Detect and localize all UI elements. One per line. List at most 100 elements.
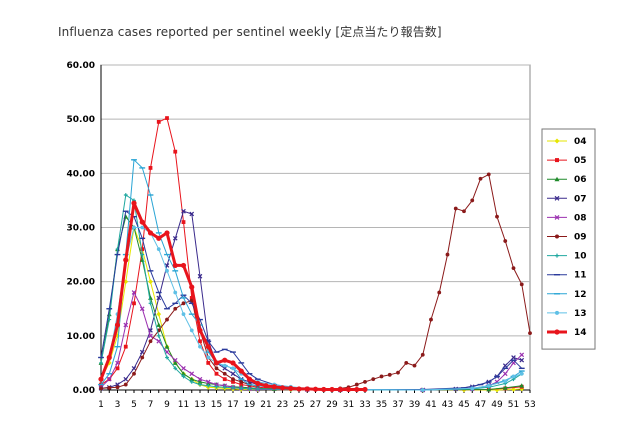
point-10 [140, 252, 145, 257]
point-10 [198, 382, 202, 387]
point-14 [255, 380, 261, 387]
point-08 [197, 376, 203, 382]
point-08 [131, 290, 137, 295]
legend-label-04: 04 [574, 137, 587, 147]
point-14 [279, 385, 286, 391]
point-14 [147, 230, 154, 236]
point-14 [197, 327, 203, 334]
legend-label-14: 14 [574, 328, 587, 338]
point-06 [172, 360, 178, 365]
point-07 [156, 295, 162, 301]
x-tick-label: 53 [524, 400, 535, 410]
point-06 [181, 371, 186, 376]
point-10 [206, 383, 211, 388]
point-09 [404, 361, 409, 365]
point-08 [519, 352, 525, 358]
legend-label-07: 07 [574, 194, 587, 204]
point-14 [312, 386, 319, 392]
point-10 [222, 385, 227, 390]
x-tick-label: 29 [326, 400, 338, 410]
point-14 [139, 219, 145, 225]
point-09 [123, 382, 128, 387]
y-tick-label: 60.00 [67, 61, 95, 71]
point-09 [412, 363, 417, 368]
point-05 [198, 339, 202, 344]
point-13 [486, 383, 491, 388]
point-14 [230, 360, 236, 366]
x-tick-label: 15 [211, 400, 222, 410]
y-tick-label: 20.00 [67, 278, 95, 288]
point-08 [115, 360, 120, 366]
point-08 [172, 357, 178, 363]
point-09 [445, 252, 450, 257]
point-06 [156, 322, 162, 327]
point-08 [205, 379, 211, 385]
point-07 [222, 366, 228, 371]
point-09 [528, 331, 532, 336]
point-10 [239, 386, 244, 391]
point-07 [115, 382, 120, 387]
point-14 [321, 386, 327, 393]
point-09 [379, 374, 384, 379]
point-09 [371, 377, 376, 382]
x-tick-label: 5 [131, 400, 137, 410]
point-13 [503, 379, 508, 384]
point-13 [173, 290, 178, 295]
point-09 [363, 379, 367, 384]
point-14 [288, 385, 294, 391]
point-05 [214, 371, 219, 376]
x-tick-label: 43 [442, 400, 453, 410]
point-05 [123, 344, 128, 349]
point-09 [239, 379, 244, 384]
point-07 [511, 355, 516, 360]
point-09 [429, 317, 433, 322]
point-14 [362, 386, 368, 393]
point-13 [140, 225, 145, 230]
point-13 [231, 366, 235, 371]
point-07-legend [554, 195, 560, 201]
x-tick-label: 47 [475, 400, 486, 410]
point-08 [148, 333, 153, 339]
point-06 [519, 383, 525, 388]
point-05 [189, 296, 194, 300]
point-14 [131, 200, 137, 206]
x-tick-label: 31 [343, 400, 354, 410]
point-09 [173, 306, 178, 311]
point-08 [139, 306, 145, 312]
point-07 [123, 376, 129, 382]
point-09 [396, 370, 400, 375]
point-14 [246, 376, 253, 382]
point-06 [164, 344, 170, 349]
point-14 [123, 257, 129, 263]
point-06 [189, 376, 195, 382]
point-09 [222, 371, 227, 376]
point-04 [148, 279, 153, 285]
point-09 [165, 317, 169, 322]
point-09 [115, 385, 120, 390]
point-10 [173, 366, 178, 371]
point-14 [329, 386, 335, 393]
point-09 [140, 355, 145, 360]
point-06 [486, 387, 492, 392]
point-13 [165, 268, 169, 273]
x-tick-label: 45 [458, 400, 469, 410]
point-06-legend [554, 176, 560, 182]
legend-label-10: 10 [574, 252, 587, 262]
point-08 [214, 382, 219, 387]
point-08-legend [554, 214, 560, 220]
y-tick-label: 40.00 [67, 169, 95, 179]
legend-label-12: 12 [574, 290, 587, 300]
x-tick-label: 51 [508, 400, 519, 410]
x-tick-label: 25 [293, 400, 304, 410]
point-10 [247, 387, 252, 391]
point-09 [519, 282, 524, 287]
point-14 [296, 386, 302, 392]
point-09 [511, 266, 516, 271]
point-10 [156, 333, 161, 338]
point-10 [107, 317, 112, 322]
point-06 [205, 381, 211, 386]
point-08 [106, 376, 112, 382]
point-07 [172, 236, 178, 241]
